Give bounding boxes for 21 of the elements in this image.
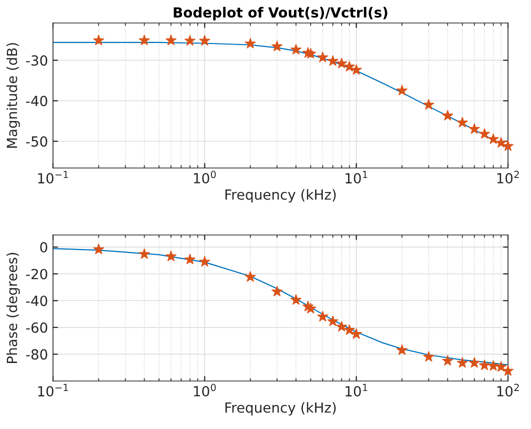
x-tick-label: 10$^{1}$ <box>346 384 368 397</box>
x-axis-title: Frequency (kHz) <box>225 402 336 416</box>
x-axis-title: Frequency (kHz) <box>225 189 336 203</box>
y-tick-label: -80 <box>26 349 48 360</box>
y-tick-label: -60 <box>26 322 48 333</box>
y-tick-label: 0 <box>40 242 48 253</box>
y-tick-label: -20 <box>26 268 48 280</box>
x-tick-label: 10$^{2}$ <box>497 384 519 397</box>
y-axis-title: Phase (degrees) <box>6 252 20 363</box>
y-tick-label: -30 <box>26 55 48 66</box>
x-tick-label: 10$^{2}$ <box>497 170 519 184</box>
y-tick-label: -40 <box>26 96 48 106</box>
x-tick-label: 10$^{0}$ <box>194 170 216 184</box>
y-axis-title: Magnitude (dB) <box>6 43 20 148</box>
x-tick-label: 10$^{0}$ <box>194 384 216 397</box>
chart-title: Bodeplot of Vout(s)/Vctrl(s) <box>174 6 388 20</box>
y-tick-label: -50 <box>26 136 48 147</box>
x-tick-label: 10$^{−1}$ <box>38 384 68 397</box>
x-tick-label: 10$^{−1}$ <box>38 170 68 184</box>
x-tick-label: 10$^{1}$ <box>346 170 368 184</box>
y-tick-label: -40 <box>26 296 48 306</box>
